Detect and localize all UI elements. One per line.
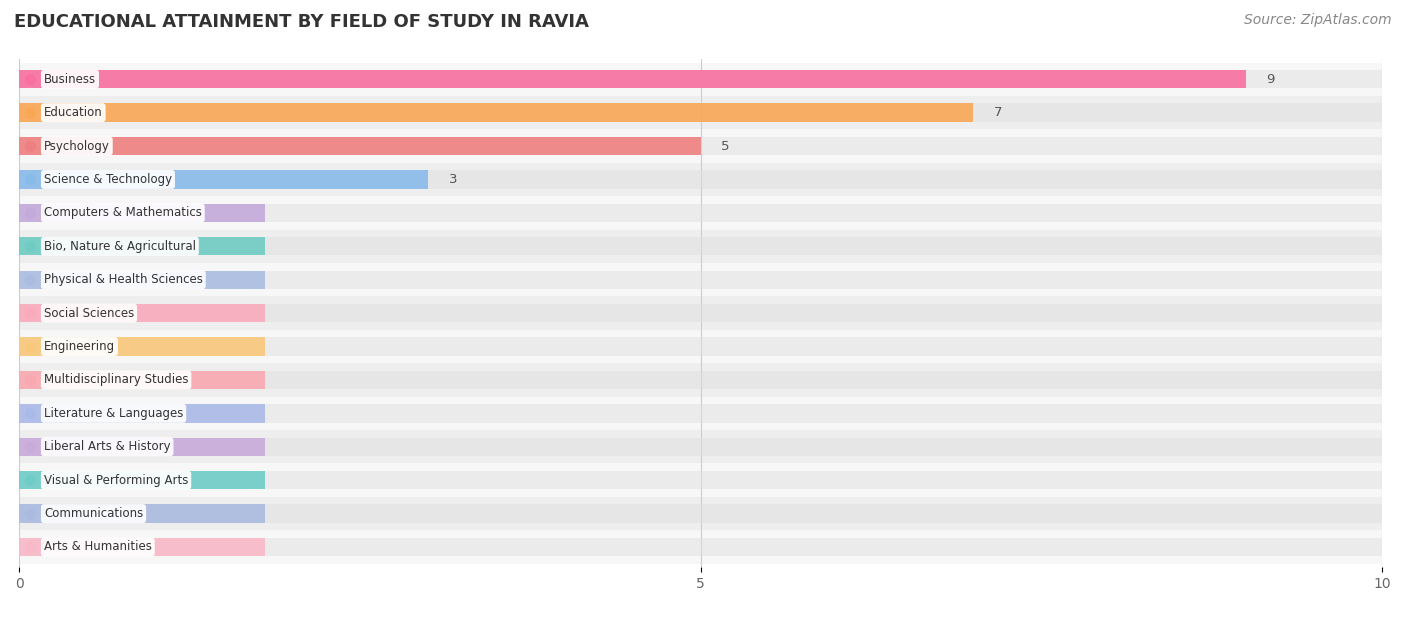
Bar [20,304,1382,322]
Bar [20,497,1382,530]
Text: 9: 9 [1267,73,1275,86]
Bar [20,137,1382,155]
Bar [20,304,264,322]
Text: 0: 0 [39,407,48,420]
Bar [20,263,1382,297]
Text: Social Sciences: Social Sciences [44,307,134,320]
Bar [20,397,1382,430]
Bar [20,538,264,556]
Text: Science & Technology: Science & Technology [44,173,172,186]
Text: 0: 0 [39,474,48,487]
Text: 0: 0 [39,206,48,220]
Text: Computers & Mathematics: Computers & Mathematics [44,206,202,220]
Bar [20,103,1382,122]
Bar [20,196,1382,230]
Text: Physical & Health Sciences: Physical & Health Sciences [44,273,202,286]
Text: Multidisciplinary Studies: Multidisciplinary Studies [44,374,188,386]
Text: 0: 0 [39,273,48,286]
Text: 0: 0 [39,340,48,353]
Bar [20,330,1382,363]
Bar [20,271,264,289]
Bar [20,404,264,423]
Text: EDUCATIONAL ATTAINMENT BY FIELD OF STUDY IN RAVIA: EDUCATIONAL ATTAINMENT BY FIELD OF STUDY… [14,13,589,31]
Text: Source: ZipAtlas.com: Source: ZipAtlas.com [1244,13,1392,27]
Text: Literature & Languages: Literature & Languages [44,407,183,420]
Bar [20,137,700,155]
Bar [20,471,264,490]
Bar [20,271,1382,289]
Bar [20,404,1382,423]
Text: Psychology: Psychology [44,139,110,153]
Text: 0: 0 [39,507,48,520]
Bar [20,204,264,222]
Bar [20,237,264,256]
Bar [20,237,1382,256]
Text: 0: 0 [39,240,48,253]
Bar [20,170,1382,189]
Bar [20,163,1382,196]
Bar [20,538,1382,556]
Bar [20,204,1382,222]
Bar [20,504,1382,522]
Text: Visual & Performing Arts: Visual & Performing Arts [44,474,188,487]
Text: 0: 0 [39,541,48,553]
Bar [20,371,1382,389]
Text: 5: 5 [721,139,730,153]
Bar [20,170,429,189]
Bar [20,371,264,389]
Text: Arts & Humanities: Arts & Humanities [44,541,152,553]
Text: Bio, Nature & Agricultural: Bio, Nature & Agricultural [44,240,195,253]
Bar [20,338,264,356]
Bar [20,230,1382,263]
Bar [20,70,1246,88]
Text: 7: 7 [994,106,1002,119]
Bar [20,504,264,522]
Text: 0: 0 [39,374,48,386]
Bar [20,338,1382,356]
Text: Liberal Arts & History: Liberal Arts & History [44,440,170,453]
Bar [20,62,1382,96]
Bar [20,363,1382,397]
Bar [20,437,1382,456]
Bar [20,430,1382,463]
Bar [20,297,1382,330]
Text: Education: Education [44,106,103,119]
Text: 3: 3 [449,173,457,186]
Bar [20,103,973,122]
Text: 0: 0 [39,440,48,453]
Bar [20,437,264,456]
Bar [20,471,1382,490]
Bar [20,96,1382,129]
Bar [20,530,1382,563]
Text: Communications: Communications [44,507,143,520]
Bar [20,129,1382,163]
Bar [20,70,1382,88]
Text: Business: Business [44,73,96,86]
Text: 0: 0 [39,307,48,320]
Bar [20,463,1382,497]
Text: Engineering: Engineering [44,340,115,353]
